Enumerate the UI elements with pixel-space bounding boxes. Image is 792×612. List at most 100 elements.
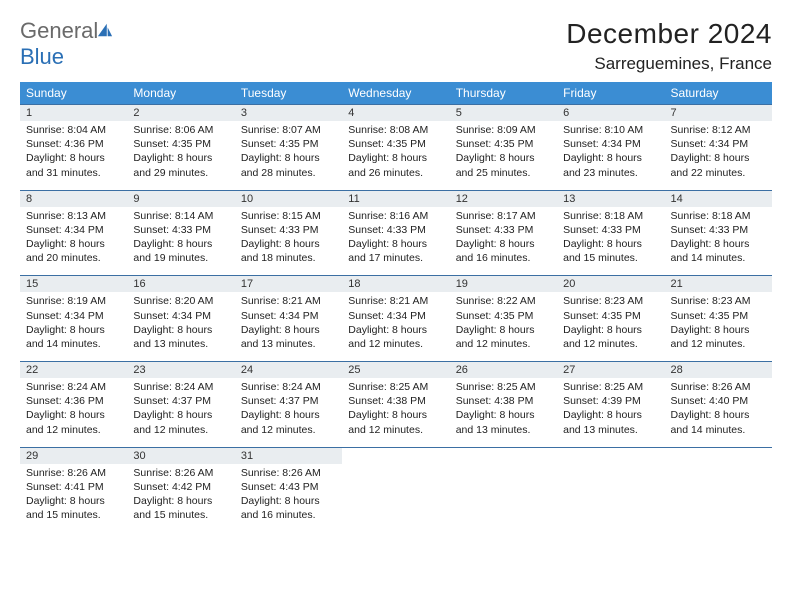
date-number-cell: 11	[342, 190, 449, 207]
daylight-line: Daylight: 8 hours and 13 minutes.	[563, 408, 658, 436]
date-number-cell: 22	[20, 362, 127, 379]
sail-icon	[96, 22, 114, 38]
sunrise-line: Sunrise: 8:16 AM	[348, 209, 443, 223]
date-number-cell: 29	[20, 447, 127, 464]
date-number: 1	[26, 107, 32, 119]
date-info-row: Sunrise: 8:26 AMSunset: 4:41 PMDaylight:…	[20, 464, 772, 533]
sunrise-line: Sunrise: 8:26 AM	[133, 466, 228, 480]
sunset-line: Sunset: 4:34 PM	[26, 223, 121, 237]
date-number: 2	[133, 107, 139, 119]
date-number-cell	[342, 447, 449, 464]
sunset-line: Sunset: 4:40 PM	[671, 394, 766, 408]
date-info-row: Sunrise: 8:13 AMSunset: 4:34 PMDaylight:…	[20, 207, 772, 276]
sunset-line: Sunset: 4:33 PM	[133, 223, 228, 237]
sunset-line: Sunset: 4:38 PM	[348, 394, 443, 408]
sunset-line: Sunset: 4:36 PM	[26, 394, 121, 408]
date-number: 14	[671, 193, 683, 205]
date-number-cell: 15	[20, 276, 127, 293]
date-number: 29	[26, 450, 38, 462]
sunrise-line: Sunrise: 8:13 AM	[26, 209, 121, 223]
weekday-header: Saturday	[665, 82, 772, 105]
sunset-line: Sunset: 4:34 PM	[563, 137, 658, 151]
daylight-line: Daylight: 8 hours and 25 minutes.	[456, 151, 551, 179]
sunset-line: Sunset: 4:35 PM	[456, 137, 551, 151]
sunrise-line: Sunrise: 8:19 AM	[26, 294, 121, 308]
daylight-line: Daylight: 8 hours and 14 minutes.	[671, 237, 766, 265]
date-info-cell: Sunrise: 8:26 AMSunset: 4:42 PMDaylight:…	[127, 464, 234, 533]
date-info-cell: Sunrise: 8:21 AMSunset: 4:34 PMDaylight:…	[235, 292, 342, 361]
weekday-header: Wednesday	[342, 82, 449, 105]
daylight-line: Daylight: 8 hours and 13 minutes.	[133, 323, 228, 351]
sunset-line: Sunset: 4:34 PM	[133, 309, 228, 323]
date-number-cell: 25	[342, 362, 449, 379]
sunrise-line: Sunrise: 8:23 AM	[563, 294, 658, 308]
sunrise-line: Sunrise: 8:25 AM	[348, 380, 443, 394]
page-title: December 2024	[566, 18, 772, 50]
date-info-cell: Sunrise: 8:16 AMSunset: 4:33 PMDaylight:…	[342, 207, 449, 276]
sunset-line: Sunset: 4:38 PM	[456, 394, 551, 408]
daylight-line: Daylight: 8 hours and 31 minutes.	[26, 151, 121, 179]
date-number-cell: 10	[235, 190, 342, 207]
daylight-line: Daylight: 8 hours and 16 minutes.	[456, 237, 551, 265]
date-number: 12	[456, 193, 468, 205]
logo: General Blue	[20, 18, 114, 70]
sunrise-line: Sunrise: 8:18 AM	[563, 209, 658, 223]
sunrise-line: Sunrise: 8:17 AM	[456, 209, 551, 223]
date-number-cell: 17	[235, 276, 342, 293]
daylight-line: Daylight: 8 hours and 12 minutes.	[348, 408, 443, 436]
daylight-line: Daylight: 8 hours and 14 minutes.	[26, 323, 121, 351]
date-number-row: 15161718192021	[20, 276, 772, 293]
sunrise-line: Sunrise: 8:10 AM	[563, 123, 658, 137]
sunset-line: Sunset: 4:34 PM	[26, 309, 121, 323]
sunset-line: Sunset: 4:35 PM	[348, 137, 443, 151]
date-number: 18	[348, 278, 360, 290]
daylight-line: Daylight: 8 hours and 12 minutes.	[563, 323, 658, 351]
sunset-line: Sunset: 4:42 PM	[133, 480, 228, 494]
daylight-line: Daylight: 8 hours and 14 minutes.	[671, 408, 766, 436]
date-number-cell: 14	[665, 190, 772, 207]
sunrise-line: Sunrise: 8:08 AM	[348, 123, 443, 137]
logo-text: General Blue	[20, 18, 114, 70]
sunrise-line: Sunrise: 8:24 AM	[133, 380, 228, 394]
weekday-header: Tuesday	[235, 82, 342, 105]
date-info-cell: Sunrise: 8:13 AMSunset: 4:34 PMDaylight:…	[20, 207, 127, 276]
sunrise-line: Sunrise: 8:25 AM	[563, 380, 658, 394]
date-number-cell: 24	[235, 362, 342, 379]
daylight-line: Daylight: 8 hours and 26 minutes.	[348, 151, 443, 179]
date-info-cell	[665, 464, 772, 533]
date-number-cell: 5	[450, 105, 557, 122]
sunset-line: Sunset: 4:33 PM	[241, 223, 336, 237]
date-info-cell: Sunrise: 8:25 AMSunset: 4:38 PMDaylight:…	[450, 378, 557, 447]
date-number: 27	[563, 364, 575, 376]
title-block: December 2024 Sarreguemines, France	[566, 18, 772, 74]
date-number: 10	[241, 193, 253, 205]
date-number-cell: 3	[235, 105, 342, 122]
sunrise-line: Sunrise: 8:06 AM	[133, 123, 228, 137]
sunrise-line: Sunrise: 8:26 AM	[241, 466, 336, 480]
date-number: 13	[563, 193, 575, 205]
sunset-line: Sunset: 4:37 PM	[241, 394, 336, 408]
date-number: 30	[133, 450, 145, 462]
date-number: 8	[26, 193, 32, 205]
date-number-row: 891011121314	[20, 190, 772, 207]
sunset-line: Sunset: 4:35 PM	[456, 309, 551, 323]
date-number: 4	[348, 107, 354, 119]
daylight-line: Daylight: 8 hours and 20 minutes.	[26, 237, 121, 265]
date-info-cell: Sunrise: 8:08 AMSunset: 4:35 PMDaylight:…	[342, 121, 449, 190]
header: General Blue December 2024 Sarreguemines…	[20, 18, 772, 74]
date-number-cell: 23	[127, 362, 234, 379]
sunset-line: Sunset: 4:33 PM	[456, 223, 551, 237]
date-number-cell: 27	[557, 362, 664, 379]
daylight-line: Daylight: 8 hours and 12 minutes.	[241, 408, 336, 436]
date-number: 5	[456, 107, 462, 119]
sunrise-line: Sunrise: 8:15 AM	[241, 209, 336, 223]
logo-word-general: General	[20, 18, 98, 43]
date-number: 20	[563, 278, 575, 290]
date-info-cell: Sunrise: 8:17 AMSunset: 4:33 PMDaylight:…	[450, 207, 557, 276]
daylight-line: Daylight: 8 hours and 22 minutes.	[671, 151, 766, 179]
date-info-cell: Sunrise: 8:22 AMSunset: 4:35 PMDaylight:…	[450, 292, 557, 361]
date-number-cell: 19	[450, 276, 557, 293]
date-number: 31	[241, 450, 253, 462]
sunset-line: Sunset: 4:36 PM	[26, 137, 121, 151]
date-number: 22	[26, 364, 38, 376]
